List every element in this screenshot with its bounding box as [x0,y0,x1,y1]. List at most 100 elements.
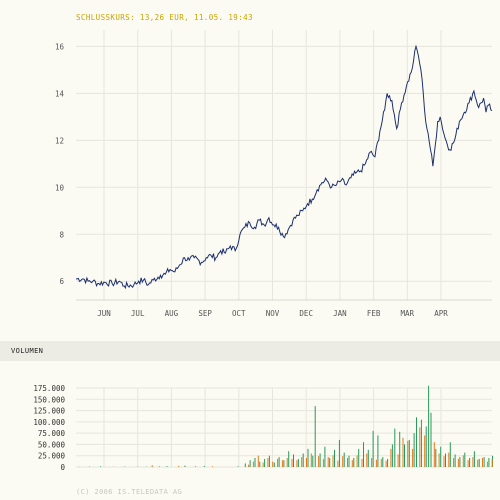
volume-bar [428,385,430,467]
price-y-tick-label: 8 [59,230,64,239]
volume-bar [288,451,290,467]
volume-bar [366,453,368,467]
volume-bar [353,458,355,467]
volume-bar [310,453,312,467]
volume-y-tick-label: 0 [60,463,65,472]
volume-bar [178,465,180,467]
price-y-tick-label: 12 [55,136,64,145]
volume-bar [372,430,374,467]
volume-bar [464,452,466,467]
volume-bar [211,466,213,467]
volume-y-tick-label: 150.000 [33,395,65,404]
volume-bar [272,461,274,467]
volume-bar [377,435,379,467]
volume-bar [449,442,451,467]
volume-bar [443,456,445,467]
volume-bar [477,459,479,467]
volume-bar [273,462,275,467]
volume-bar [448,452,450,467]
volume-y-tick-label: 50.000 [38,440,66,449]
volume-bar [416,417,417,467]
volume-bar [425,426,427,467]
volume-bar [473,451,475,467]
volume-y-tick-label: 75.000 [38,429,66,438]
volume-header-band [0,341,500,361]
volume-bar [404,444,405,467]
volume-bar [158,466,160,467]
volume-bar [438,453,440,467]
volume-bar [413,433,415,467]
volume-bar [402,437,404,467]
volume-bar [394,428,396,467]
price-x-tick-label: SEP [198,309,212,318]
volume-bar [268,455,270,467]
volume-bar [237,466,239,467]
volume-bar [334,449,335,467]
volume-bar [478,458,480,467]
volume-bars [78,385,493,467]
volume-bar [407,440,409,467]
volume-bar [342,456,344,467]
price-x-tick-label: NOV [266,309,280,318]
volume-bar [267,458,269,467]
volume-bar [278,457,280,467]
price-x-tick-label: APR [434,309,448,318]
volume-bar [391,444,393,467]
volume-bar [435,448,437,467]
volume-bar [166,466,168,467]
volume-bar [397,454,399,467]
volume-bar [302,453,304,467]
volume-bar [277,458,279,467]
volume-bar [318,456,320,467]
volume-bar [375,459,377,467]
volume-bar [203,465,205,467]
closing-price-header: SCHLUSSKURS: 13,26 EUR, 11.05. 19:43 [76,13,253,22]
volume-bar [248,464,250,467]
volume-bar [445,453,446,467]
volume-bar [467,460,469,467]
volume-bar [363,442,364,467]
volume-bar [195,466,197,467]
volume-y-axis: 0 25.000 50.000 75.000 100.000 125.000 150.000… [33,384,65,472]
volume-bar [301,457,303,467]
volume-bar [356,455,358,467]
volume-bar [283,460,285,467]
volume-bar [337,460,339,467]
volume-bar [483,457,485,467]
volume-bar [367,449,369,467]
volume-bar [491,458,493,467]
volume-bar [332,455,334,467]
volume-bar [453,458,455,467]
volume-y-tick-label: 25.000 [38,452,66,461]
volume-bar [347,458,348,467]
price-y-axis: 6 8 10 12 14 16 [55,42,65,286]
volume-bar [184,465,186,467]
volume-grid [76,387,492,468]
volume-bar [462,455,464,467]
price-x-tick-label: MAR [401,309,415,318]
volume-bar [314,406,316,467]
price-y-tick-label: 14 [55,89,65,98]
price-x-axis: JUN JUL AUG SEP OCT NOV DEC JAN FEB MAR APR [97,309,448,318]
price-x-tick-label: JUN [97,309,111,318]
price-x-tick-label: JAN [333,309,347,318]
volume-bar [324,446,326,467]
volume-bar [244,463,246,467]
volume-bar [100,466,102,467]
volume-bar [257,455,259,467]
volume-bar [286,458,288,467]
volume-bar [264,458,266,467]
price-y-tick-label: 10 [55,183,65,192]
volume-bar [387,458,389,467]
volume-bar [291,458,293,467]
volume-bar [457,458,459,467]
volume-bar [254,458,256,467]
price-x-tick-label: JUL [131,309,145,318]
volume-bar [327,457,329,467]
volume-bar [469,458,471,467]
volume-bar [358,448,360,467]
volume-bar [472,457,474,467]
price-line [76,44,493,290]
volume-bar [440,446,442,467]
volume-bar [307,448,309,467]
